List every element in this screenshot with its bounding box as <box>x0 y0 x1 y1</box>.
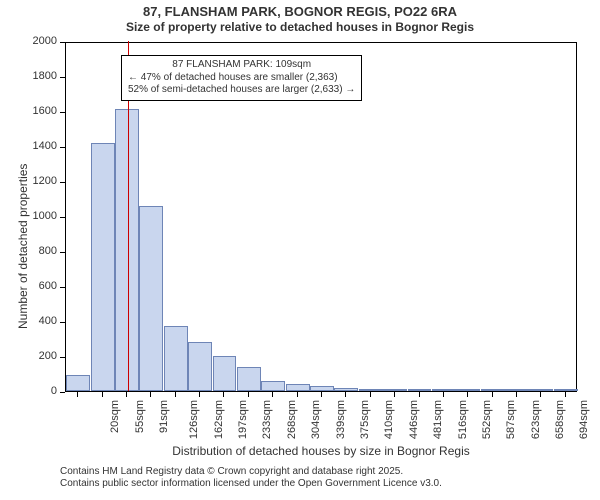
xtick-mark <box>443 392 444 397</box>
ytick-mark <box>60 147 65 148</box>
ytick-mark <box>60 392 65 393</box>
xtick-label: 20sqm <box>109 400 121 433</box>
histogram-bar <box>456 389 480 391</box>
chart-title: 87, FLANSHAM PARK, BOGNOR REGIS, PO22 6R… <box>0 4 600 19</box>
xtick-label: 516sqm <box>457 400 469 439</box>
histogram-bar <box>505 389 529 391</box>
xtick-mark <box>419 392 420 397</box>
xtick-label: 91sqm <box>158 400 170 433</box>
xtick-mark <box>175 392 176 397</box>
ytick-mark <box>60 182 65 183</box>
annotation-line-1: 87 FLANSHAM PARK: 109sqm <box>128 59 355 72</box>
xtick-label: 694sqm <box>579 400 591 439</box>
histogram-bar <box>383 389 407 391</box>
histogram-bar <box>115 109 139 391</box>
xtick-mark <box>77 392 78 397</box>
histogram-bar <box>529 389 553 391</box>
ytick-mark <box>60 287 65 288</box>
histogram-bar <box>66 375 90 391</box>
plot-area: 87 FLANSHAM PARK: 109sqm← 47% of detache… <box>65 42 577 392</box>
histogram-bar <box>481 389 505 391</box>
xtick-label: 339sqm <box>335 400 347 439</box>
xtick-mark <box>394 392 395 397</box>
xtick-mark <box>272 392 273 397</box>
xtick-label: 197sqm <box>237 400 249 439</box>
ytick-mark <box>60 112 65 113</box>
xtick-mark <box>467 392 468 397</box>
histogram-bar <box>554 389 578 391</box>
histogram-bar <box>432 389 456 391</box>
xtick-mark <box>540 392 541 397</box>
histogram-bar <box>237 367 261 392</box>
histogram-bar <box>286 384 310 391</box>
xtick-mark <box>126 392 127 397</box>
xtick-label: 126sqm <box>188 400 200 439</box>
xtick-label: 55sqm <box>134 400 146 433</box>
xtick-label: 375sqm <box>359 400 371 439</box>
x-axis-label: Distribution of detached houses by size … <box>65 444 577 458</box>
xtick-label: 268sqm <box>286 400 298 439</box>
xtick-mark <box>248 392 249 397</box>
histogram-bar <box>359 389 383 391</box>
xtick-label: 304sqm <box>310 400 322 439</box>
xtick-mark <box>565 392 566 397</box>
histogram-bar <box>310 386 334 391</box>
attribution-line-2: Contains public sector information licen… <box>0 478 600 490</box>
ytick-label: 1800 <box>0 70 57 82</box>
histogram-bar <box>139 206 163 392</box>
ytick-mark <box>60 42 65 43</box>
xtick-mark <box>516 392 517 397</box>
annotation-line-2: ← 47% of detached houses are smaller (2,… <box>128 72 355 85</box>
xtick-mark <box>102 392 103 397</box>
ytick-label: 1600 <box>0 105 57 117</box>
attribution-line-1: Contains HM Land Registry data © Crown c… <box>0 466 600 478</box>
histogram-bar <box>213 356 237 391</box>
xtick-mark <box>345 392 346 397</box>
xtick-mark <box>321 392 322 397</box>
ytick-label: 0 <box>0 385 57 397</box>
xtick-mark <box>370 392 371 397</box>
xtick-label: 658sqm <box>554 400 566 439</box>
ytick-mark <box>60 322 65 323</box>
chart-subtitle: Size of property relative to detached ho… <box>0 20 600 34</box>
xtick-label: 552sqm <box>481 400 493 439</box>
histogram-bar <box>164 326 188 391</box>
ytick-label: 1400 <box>0 140 57 152</box>
xtick-mark <box>223 392 224 397</box>
ytick-label: 2000 <box>0 35 57 47</box>
histogram-bar <box>334 388 358 392</box>
xtick-label: 162sqm <box>213 400 225 439</box>
histogram-bar <box>188 342 212 391</box>
histogram-bar <box>408 389 432 391</box>
ytick-mark <box>60 252 65 253</box>
xtick-label: 587sqm <box>505 400 517 439</box>
ytick-label: 200 <box>0 350 57 362</box>
xtick-label: 233sqm <box>262 400 274 439</box>
ytick-mark <box>60 217 65 218</box>
xtick-label: 481sqm <box>432 400 444 439</box>
annotation-line-3: 52% of semi-detached houses are larger (… <box>128 84 355 97</box>
xtick-mark <box>150 392 151 397</box>
chart-root: { "title": "87, FLANSHAM PARK, BOGNOR RE… <box>0 0 600 500</box>
ytick-mark <box>60 357 65 358</box>
xtick-mark <box>199 392 200 397</box>
xtick-mark <box>492 392 493 397</box>
annotation-box: 87 FLANSHAM PARK: 109sqm← 47% of detache… <box>121 55 362 101</box>
xtick-label: 446sqm <box>408 400 420 439</box>
xtick-mark <box>297 392 298 397</box>
xtick-label: 623sqm <box>530 400 542 439</box>
histogram-bar <box>91 143 115 392</box>
histogram-bar <box>261 381 285 392</box>
ytick-mark <box>60 77 65 78</box>
xtick-label: 410sqm <box>384 400 396 439</box>
y-axis-label: Number of detached properties <box>16 164 30 329</box>
